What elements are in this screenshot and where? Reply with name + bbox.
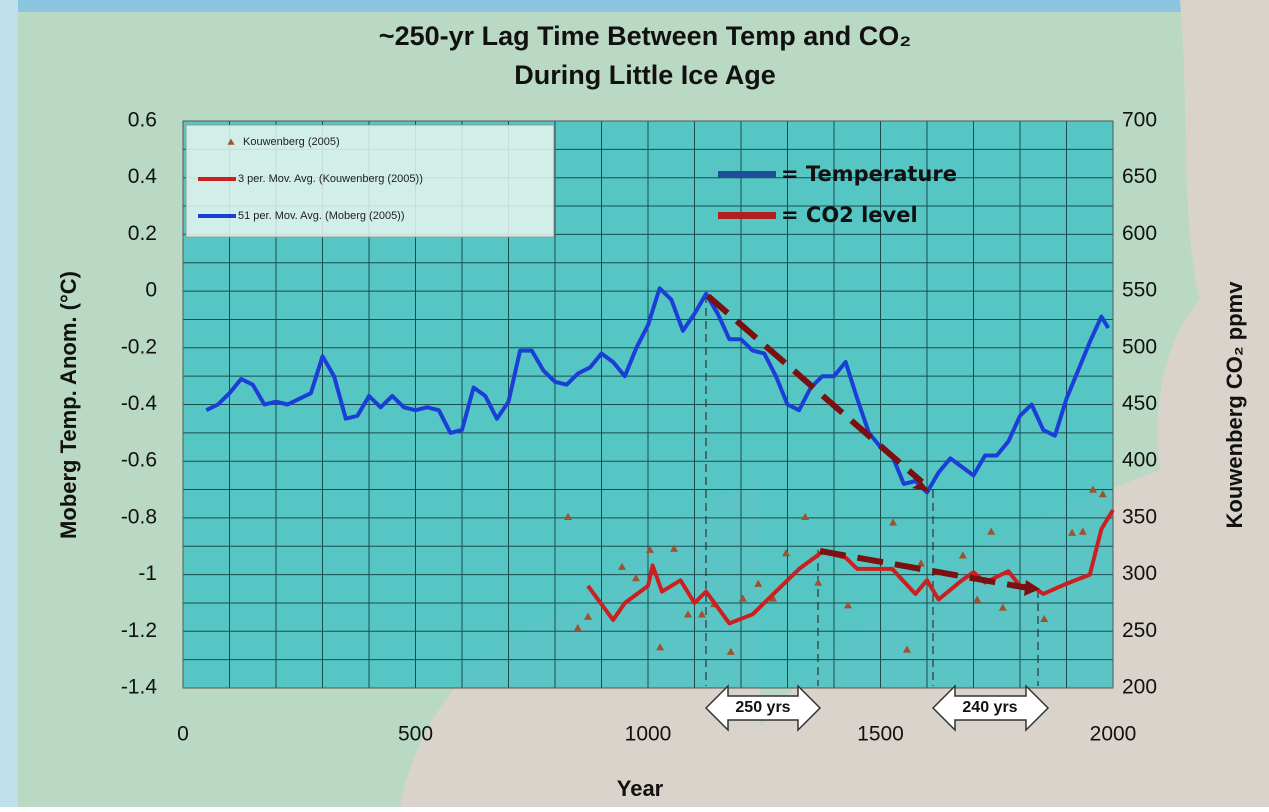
- y2-tick-label: 300: [1122, 562, 1157, 585]
- data-point: [958, 551, 967, 559]
- y-tick-label: 0: [145, 279, 157, 302]
- data-point: [782, 549, 791, 557]
- data-point: [738, 594, 747, 602]
- x-tick-label: 500: [398, 723, 433, 746]
- annotation: = Temperature: [781, 162, 957, 186]
- y-tick-label: -0.2: [121, 335, 157, 358]
- y2-tick-label: 200: [1122, 676, 1157, 699]
- y-axis-label: Moberg Temp. Anom. (°C): [56, 271, 81, 539]
- y2-tick-label: 650: [1122, 165, 1157, 188]
- legend-label: 51 per. Mov. Avg. (Moberg (2005)): [238, 210, 405, 222]
- data-point: [683, 610, 692, 618]
- legend-marker: [227, 138, 235, 145]
- y-tick-label: 0.6: [128, 109, 157, 132]
- x-tick-label: 1000: [625, 723, 672, 746]
- y-tick-label: -0.6: [121, 449, 157, 472]
- data-point: [1068, 528, 1077, 536]
- top-strip: [0, 0, 1269, 12]
- data-point: [889, 518, 898, 526]
- y2-tick-label: 550: [1122, 279, 1157, 302]
- chart-title: ~250-yr Lag Time Between Temp and CO₂: [379, 21, 911, 51]
- series-line: [205, 286, 1111, 495]
- legend-box: [185, 124, 555, 238]
- data-point: [726, 647, 735, 655]
- x-tick-label: 1500: [857, 723, 904, 746]
- data-point: [843, 601, 852, 609]
- data-point: [573, 623, 582, 632]
- legend: Kouwenberg (2005) 3 per. Mov. Avg. (Kouwe…: [198, 136, 423, 222]
- data-point: [1040, 614, 1049, 623]
- legend-label: Kouwenberg (2005): [243, 136, 340, 148]
- y-tick-label: 0.4: [128, 165, 158, 188]
- trend-arrow: [706, 293, 924, 485]
- trend-arrows: [706, 293, 1029, 591]
- data-point: [1098, 490, 1107, 498]
- span-arrow: [704, 684, 822, 732]
- data-point: [697, 610, 706, 618]
- arrow-head: [1024, 580, 1040, 596]
- y2-tick-label: 400: [1122, 449, 1157, 472]
- data-point: [987, 527, 996, 535]
- data-point: [973, 595, 982, 603]
- data-point: [656, 643, 665, 651]
- chart-subtitle: During Little Ice Age: [514, 60, 776, 90]
- data-point: [617, 562, 626, 570]
- data-point: [801, 512, 810, 520]
- data-point: [814, 578, 823, 586]
- key-swatch: [718, 171, 776, 178]
- y-tick-label: -1: [138, 562, 157, 585]
- data-point: [1078, 527, 1087, 535]
- data-point: [564, 512, 573, 520]
- annotation: 250 yrs: [735, 699, 790, 716]
- trend-arrow: [819, 548, 1029, 591]
- y-tick-label: -0.8: [121, 505, 157, 528]
- data-point: [754, 579, 763, 587]
- data-point: [769, 594, 778, 602]
- y-tick-label: -1.4: [121, 676, 158, 699]
- arrow-head: [912, 482, 930, 492]
- data-point: [631, 574, 640, 582]
- data-point: [1089, 485, 1098, 493]
- y2-axis-label: Kouwenberg CO₂ ppmv: [1222, 281, 1247, 529]
- decor-blob: [700, 0, 1269, 807]
- y-tick-label: -1.2: [121, 619, 157, 642]
- y-tick-label: -0.4: [121, 392, 158, 415]
- x-tick-label: 2000: [1090, 723, 1137, 746]
- x-tick-label: 0: [177, 723, 189, 746]
- data-point: [645, 545, 654, 553]
- data-point: [584, 612, 593, 620]
- span-arrow: [931, 684, 1050, 732]
- key-swatch: [718, 212, 776, 219]
- x-axis-label: Year: [617, 776, 664, 801]
- y2-tick-label: 600: [1122, 222, 1157, 245]
- legend-label: 3 per. Mov. Avg. (Kouwenberg (2005)): [238, 173, 423, 185]
- y2-tick-label: 700: [1122, 109, 1157, 132]
- y2-tick-label: 500: [1122, 335, 1157, 358]
- y-tick-label: 0.2: [128, 222, 157, 245]
- plot-border: [182, 120, 1114, 689]
- annotation: 240 yrs: [962, 699, 1017, 716]
- data-point: [916, 559, 925, 567]
- data-point: [903, 645, 912, 653]
- left-strip: [0, 0, 18, 807]
- y2-tick-label: 250: [1122, 619, 1157, 642]
- data-point: [670, 544, 679, 552]
- y2-tick-label: 450: [1122, 392, 1157, 415]
- y2-tick-label: 350: [1122, 505, 1157, 528]
- annotation: = CO2 level: [781, 203, 918, 227]
- data-point: [998, 603, 1007, 611]
